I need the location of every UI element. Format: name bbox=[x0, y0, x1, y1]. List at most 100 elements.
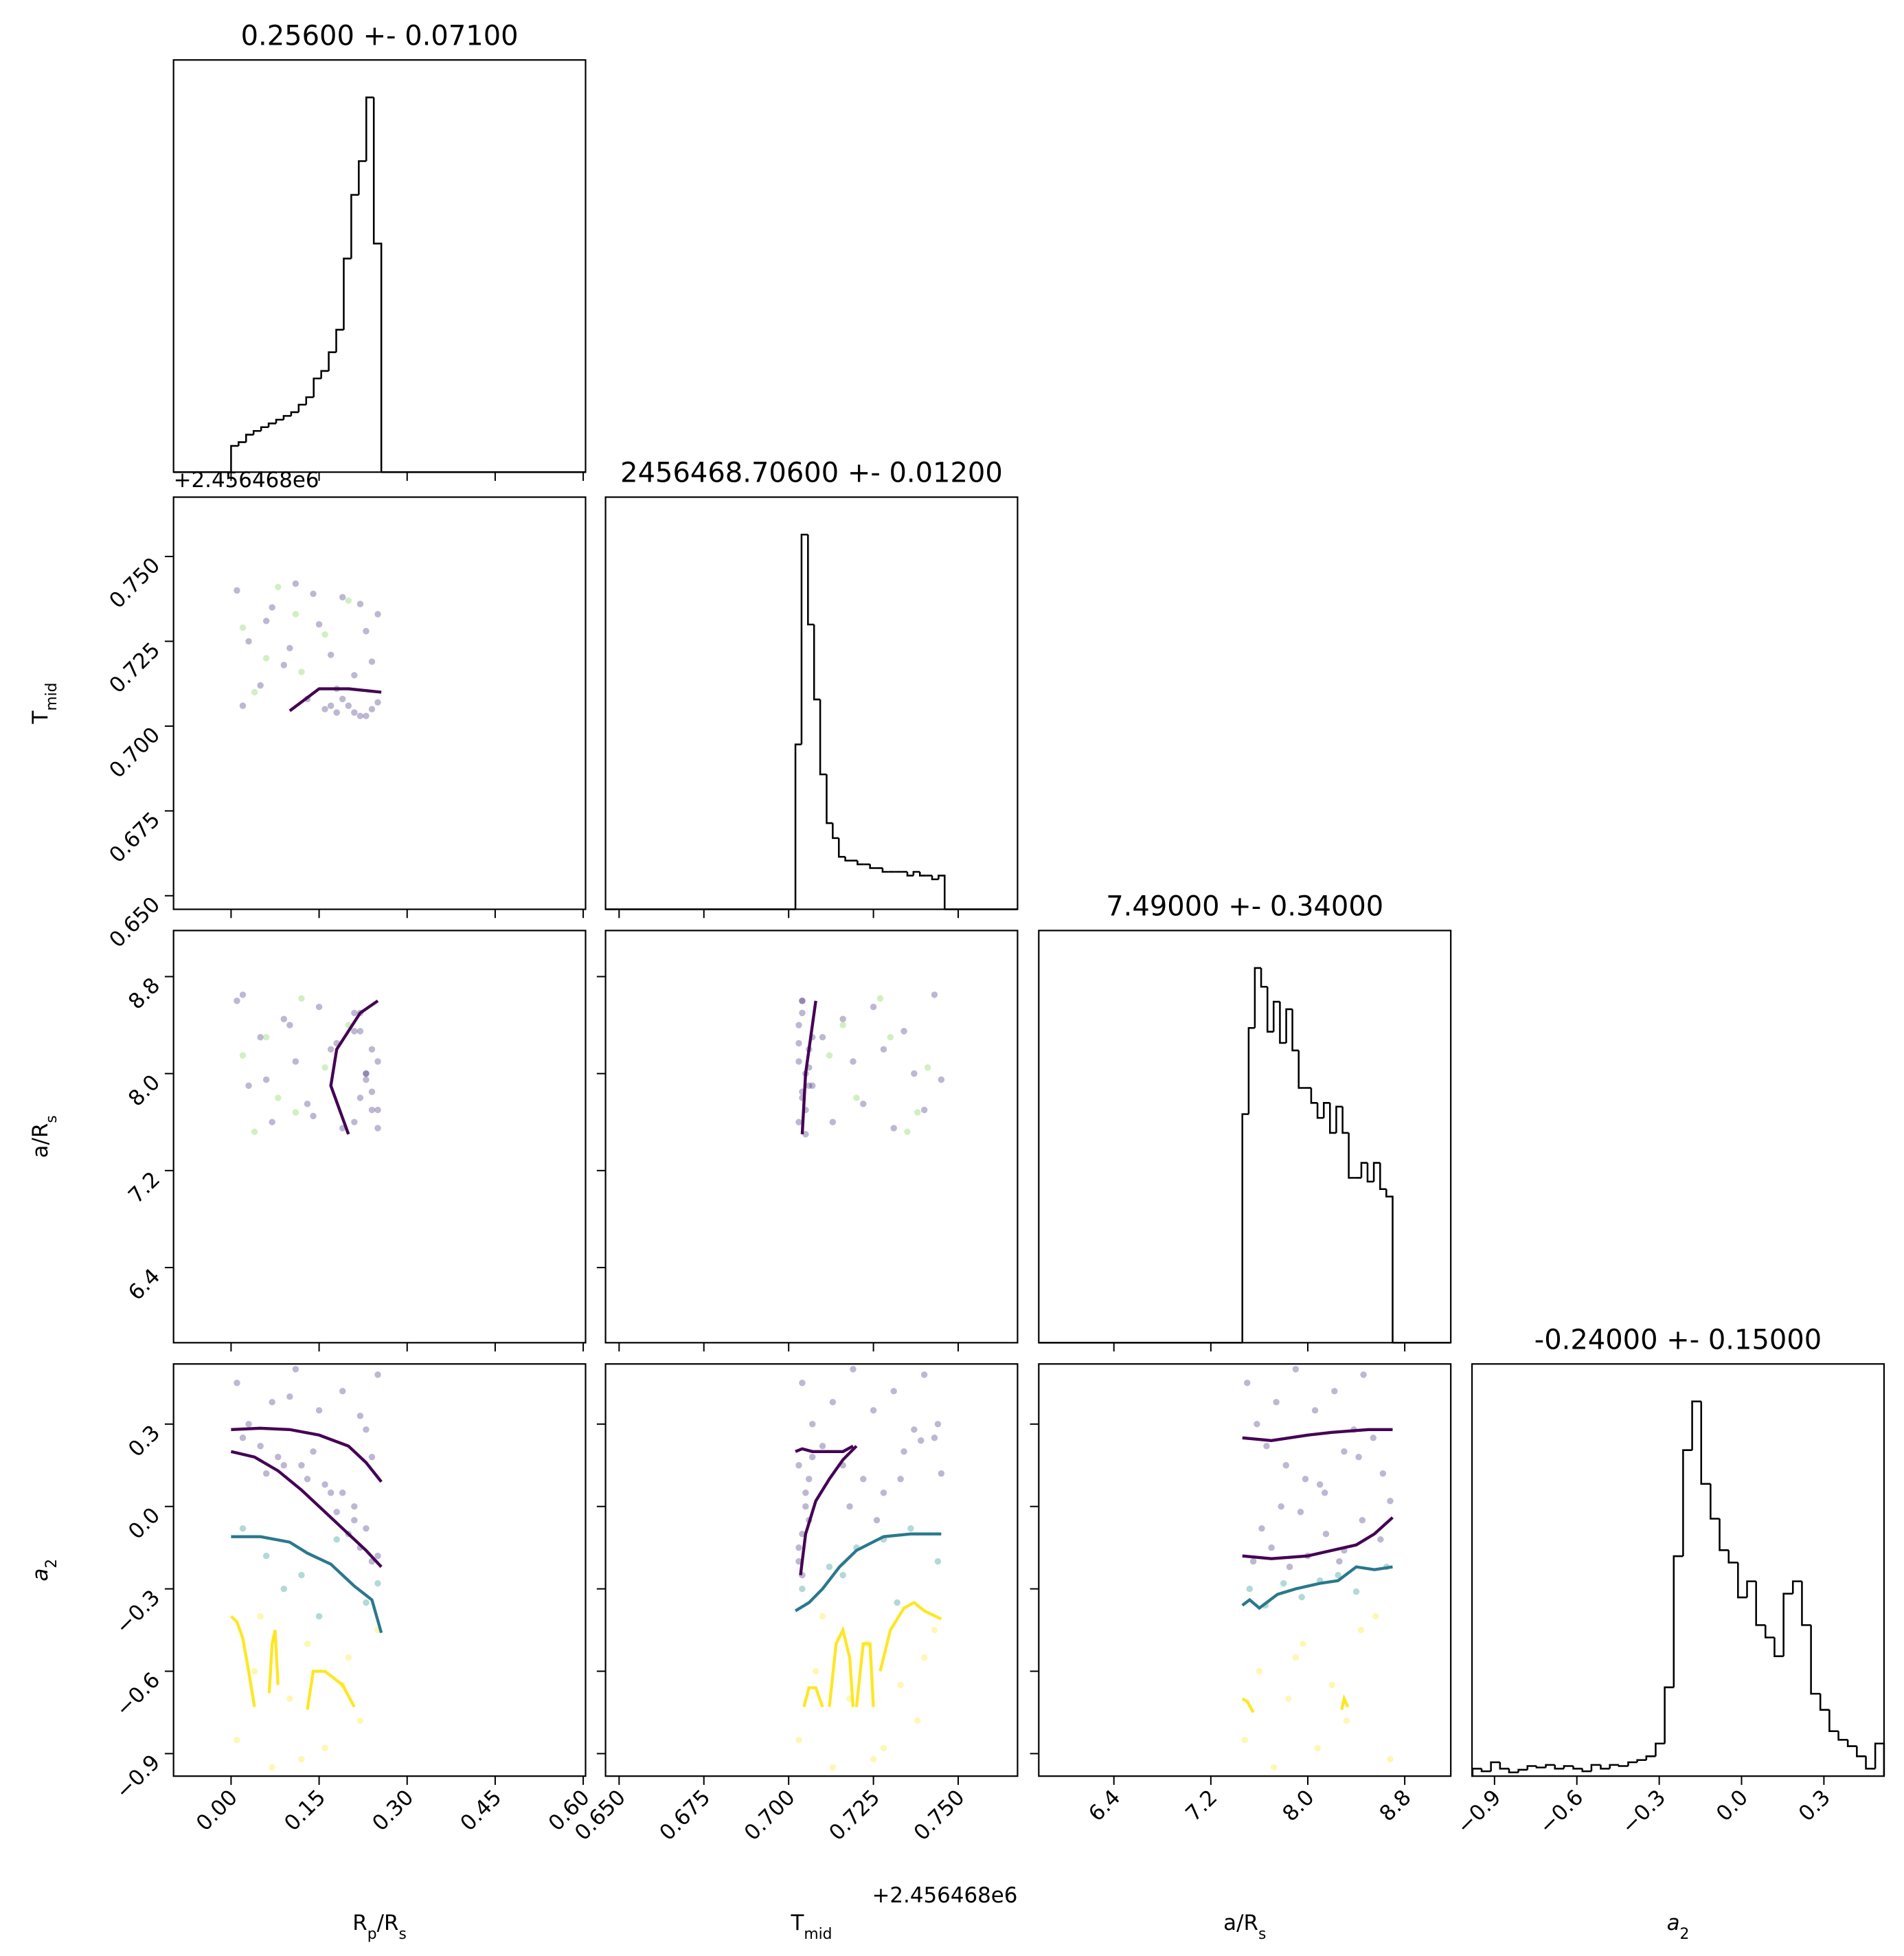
hist-bar bbox=[260, 426, 269, 431]
scatter-point bbox=[839, 1022, 846, 1028]
hist-bar bbox=[372, 97, 383, 473]
scatter-point bbox=[234, 998, 240, 1004]
axes-frame bbox=[604, 930, 1019, 1344]
hist-bar bbox=[918, 871, 927, 877]
hist-bar bbox=[1545, 1764, 1555, 1768]
scatter-point bbox=[795, 1118, 802, 1125]
scatter-point bbox=[819, 1443, 826, 1450]
scatter-point bbox=[280, 1462, 288, 1469]
hist-bar bbox=[1341, 1106, 1349, 1134]
scatter-point bbox=[356, 1413, 364, 1419]
hist-bar bbox=[1316, 1103, 1324, 1119]
scatter-point bbox=[829, 1118, 837, 1125]
x-tick-label: 0.00 bbox=[192, 1785, 242, 1836]
scatter-point bbox=[245, 1421, 252, 1428]
hist-bar bbox=[1636, 1759, 1646, 1763]
label-part: a bbox=[28, 1569, 53, 1582]
hist-bar bbox=[807, 535, 815, 626]
scatter-point bbox=[914, 1717, 921, 1724]
hist-bar bbox=[1247, 1026, 1255, 1114]
hist-bar bbox=[1254, 967, 1262, 1028]
hist-bar bbox=[1727, 1550, 1738, 1564]
scatter-point bbox=[321, 631, 328, 638]
scatter-point bbox=[239, 1435, 247, 1441]
scatter-point bbox=[280, 1585, 288, 1593]
scatter-point bbox=[826, 1052, 833, 1059]
contour-line bbox=[1242, 1516, 1394, 1560]
hist-bar bbox=[297, 403, 306, 412]
scatter-point bbox=[269, 1399, 275, 1406]
scatter-point bbox=[897, 1681, 904, 1689]
contour-line bbox=[879, 1600, 942, 1672]
hist-bar bbox=[1260, 967, 1268, 988]
hist-bar bbox=[1581, 1768, 1591, 1773]
hist-bar bbox=[252, 429, 262, 435]
scatter-point bbox=[374, 611, 381, 618]
scatter-point bbox=[374, 1580, 381, 1587]
scatter-point bbox=[269, 1118, 275, 1125]
scatter-point bbox=[1300, 1640, 1306, 1648]
contour-line bbox=[854, 1642, 875, 1707]
contour-line bbox=[802, 1686, 824, 1708]
scatter-point bbox=[806, 1476, 813, 1483]
hist-bar bbox=[230, 445, 239, 473]
hist-bar bbox=[1618, 1764, 1629, 1767]
hist-bar bbox=[1673, 1555, 1684, 1687]
scatter-point bbox=[887, 1033, 894, 1041]
scatter-point bbox=[298, 1571, 305, 1579]
hist-bar bbox=[267, 423, 277, 427]
panel: 0.650 0.675 0.700 0.725 0.750 +2.456468e6 bbox=[104, 468, 587, 952]
x-tick-label: −0.9 bbox=[1452, 1785, 1506, 1839]
scatter-point bbox=[934, 1558, 942, 1565]
scatter-point bbox=[809, 1421, 816, 1428]
scatter-point bbox=[880, 1489, 887, 1496]
scatter-point bbox=[292, 611, 299, 618]
label-part: T bbox=[791, 1911, 804, 1935]
scatter-point bbox=[1241, 1736, 1248, 1744]
scatter-point bbox=[239, 624, 247, 631]
scatter-point bbox=[1286, 1563, 1293, 1571]
y-tick-label: −0.6 bbox=[111, 1667, 165, 1722]
x-tick-label: 0.675 bbox=[655, 1785, 715, 1845]
hist-bar bbox=[837, 838, 846, 858]
scatter-point bbox=[839, 1571, 846, 1579]
scatter-point bbox=[795, 1058, 802, 1065]
hist-bar bbox=[931, 875, 939, 881]
axes-frame bbox=[172, 930, 587, 1344]
scatter-point bbox=[257, 1612, 264, 1620]
y-axis-label: Tmid bbox=[28, 683, 60, 725]
scatter-point bbox=[799, 1585, 806, 1593]
hist-bar bbox=[1791, 1580, 1802, 1594]
scatter-point bbox=[292, 580, 299, 587]
scatter-point bbox=[870, 1407, 877, 1414]
hist-bar bbox=[1508, 1768, 1519, 1774]
scatter-point bbox=[363, 1070, 370, 1077]
scatter-point bbox=[1352, 1588, 1360, 1595]
hist-bar bbox=[1372, 1162, 1381, 1182]
scatter-point bbox=[890, 1125, 897, 1132]
label-part: s bbox=[43, 1115, 60, 1123]
scatter-point bbox=[1372, 1612, 1379, 1620]
hist-bar bbox=[320, 370, 329, 379]
scatter-point bbox=[907, 1525, 914, 1532]
scatter-point bbox=[239, 702, 247, 709]
scatter-point bbox=[819, 1612, 826, 1620]
scatter-point bbox=[345, 702, 352, 709]
panel-title: 2456468.70600 +- 0.01200 bbox=[620, 458, 1003, 489]
label-part: a/R bbox=[1223, 1911, 1258, 1935]
hist-bar bbox=[1297, 1050, 1305, 1089]
scatter-point bbox=[931, 1626, 938, 1634]
scatter-point bbox=[1249, 1558, 1257, 1565]
scatter-point bbox=[1273, 1399, 1280, 1406]
scatter-point bbox=[850, 1058, 857, 1065]
hist-bar bbox=[1590, 1764, 1601, 1772]
scatter-point bbox=[1268, 1544, 1275, 1551]
scatter-point bbox=[275, 1094, 282, 1101]
x-tick-label: 0.750 bbox=[909, 1785, 970, 1845]
y-tick-label: −0.9 bbox=[111, 1750, 165, 1804]
scatter-point bbox=[1343, 1717, 1350, 1724]
contour-line bbox=[1241, 1565, 1393, 1610]
scatter-point bbox=[327, 702, 335, 709]
scatter-point bbox=[826, 1563, 833, 1571]
scatter-point bbox=[333, 1508, 340, 1516]
